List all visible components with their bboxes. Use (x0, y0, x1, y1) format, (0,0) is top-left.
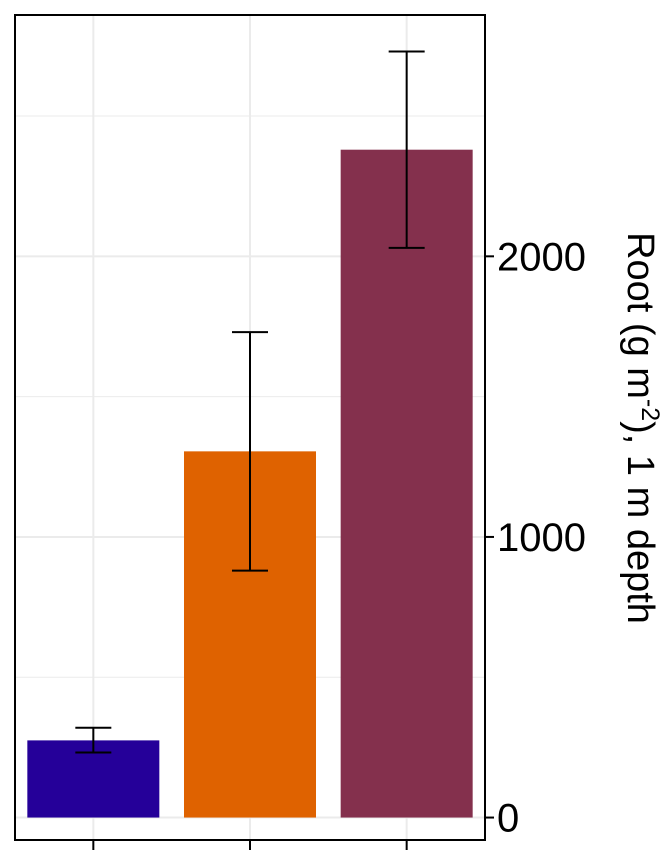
y-axis-ticks: 0 1000 2000 (485, 235, 586, 841)
y-tick-label-2000: 2000 (497, 235, 586, 279)
bar-3 (340, 149, 473, 818)
error-bar-layer (75, 50, 425, 754)
x-axis-ticks (92, 840, 408, 850)
y-axis-title: Root (g m-2), 1 m depth (619, 232, 664, 624)
y-tick-label-1000: 1000 (497, 516, 586, 560)
y-tick-label-0: 0 (497, 797, 519, 841)
